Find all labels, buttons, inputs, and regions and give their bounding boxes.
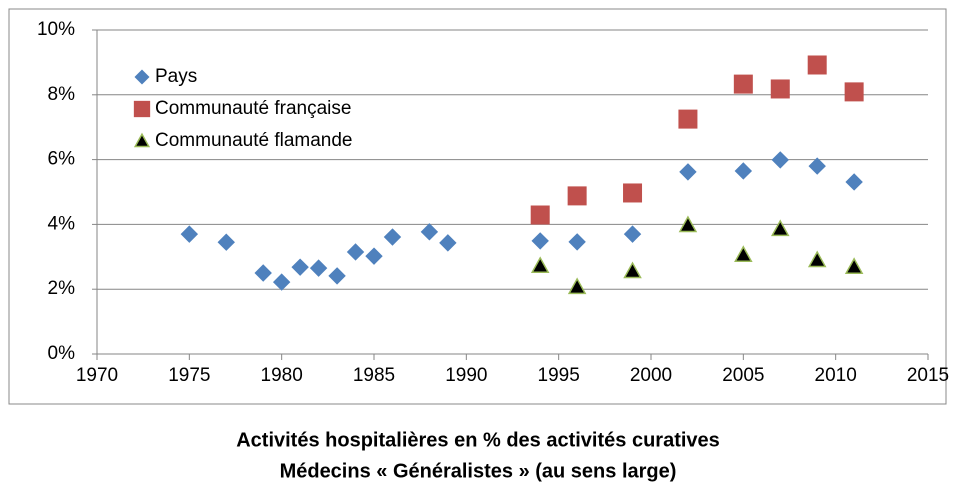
x-tick-label: 2015 [907, 365, 949, 386]
point [291, 258, 309, 276]
point [734, 162, 753, 180]
point [623, 225, 642, 243]
x-tick-label: 2005 [722, 365, 764, 386]
point [439, 234, 457, 252]
point [530, 205, 550, 225]
point [217, 233, 235, 251]
point [807, 55, 827, 75]
point [734, 245, 753, 263]
point [420, 223, 439, 241]
point [530, 256, 550, 274]
point [844, 257, 864, 274]
y-tick-label: 10% [37, 19, 75, 40]
point [807, 250, 827, 268]
point [623, 261, 642, 279]
y-tick-label: 4% [48, 213, 76, 234]
point [328, 267, 346, 285]
legend-marker [134, 69, 150, 85]
legend-label: Communauté flamande [155, 130, 353, 151]
x-tick-label: 1970 [76, 365, 118, 386]
chart-title: Activités hospitalières en % des activit… [236, 429, 720, 451]
point [623, 183, 643, 203]
x-tick-label: 1980 [261, 365, 303, 386]
x-tick-label: 1985 [353, 365, 395, 386]
point [365, 247, 383, 265]
point [770, 219, 790, 237]
chart-frame [8, 8, 947, 405]
legend-marker [133, 132, 151, 148]
y-tick-label: 6% [48, 149, 76, 170]
x-tick-label: 2000 [630, 365, 672, 386]
point [733, 74, 753, 94]
point [180, 225, 199, 243]
x-tick-label: 1990 [445, 365, 487, 386]
point [844, 82, 864, 102]
x-tick-label: 1975 [168, 365, 210, 386]
y-tick-label: 2% [48, 278, 76, 299]
point [309, 259, 328, 277]
chart-subtitle: Médecins « Généralistes » (au sens large… [280, 460, 677, 482]
point [770, 79, 790, 99]
point [771, 151, 789, 169]
point [531, 232, 549, 250]
legend-marker [133, 100, 151, 118]
point [346, 243, 365, 261]
y-tick-label: 0% [48, 343, 76, 364]
point [845, 173, 863, 191]
point [568, 233, 586, 251]
x-tick-label: 2010 [815, 365, 857, 386]
y-tick-label: 8% [48, 84, 76, 105]
point [678, 215, 698, 233]
point [567, 186, 587, 206]
legend-label: Communauté française [155, 98, 351, 119]
point [678, 109, 698, 129]
legend-label: Pays [155, 66, 197, 87]
point [254, 264, 272, 282]
point [808, 157, 826, 175]
point [383, 228, 402, 246]
point [567, 277, 587, 295]
point [272, 273, 291, 291]
point [679, 163, 697, 181]
x-tick-label: 1995 [538, 365, 580, 386]
